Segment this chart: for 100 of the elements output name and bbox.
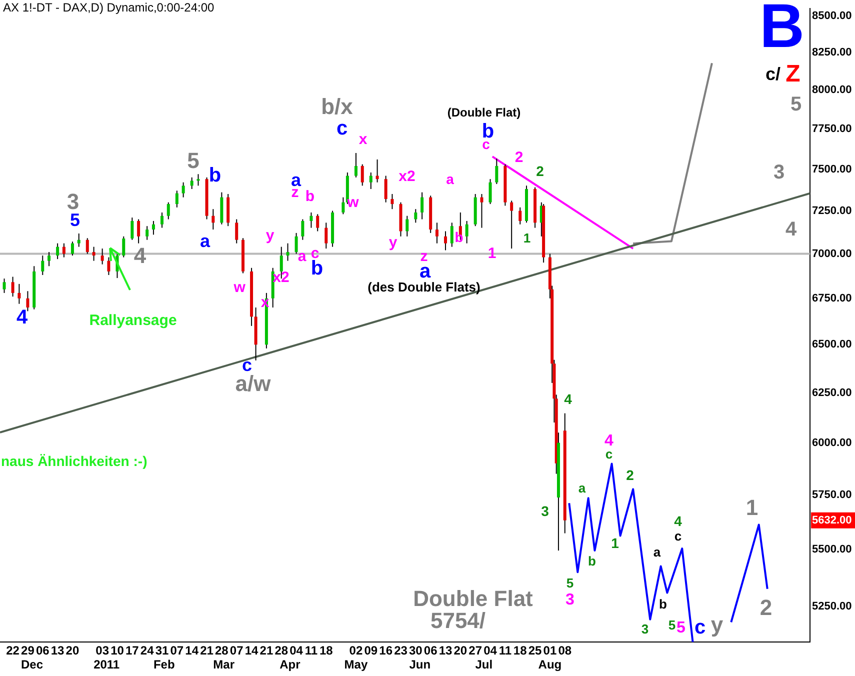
annotation: 3	[566, 591, 575, 608]
annotation: a	[298, 248, 307, 266]
y-tick-label: 6000.00	[812, 436, 852, 449]
annotation: 3	[773, 162, 785, 184]
annotation: c	[674, 528, 682, 544]
annotation: a	[653, 544, 662, 560]
candlestick	[41, 255, 44, 276]
x-tick-label: 06	[36, 644, 50, 658]
annotation: w	[232, 279, 246, 296]
y-tick-label: 6250.00	[812, 386, 852, 399]
candlestick	[316, 214, 320, 232]
annotation: Rallyansage	[89, 312, 177, 330]
annotation: (Double Flat)	[447, 105, 521, 120]
y-tick-label: 6500.00	[812, 338, 852, 351]
annotation: y	[710, 612, 724, 638]
x-tick-label: 11	[498, 644, 512, 658]
candlestick	[510, 200, 514, 250]
candlestick	[360, 164, 364, 186]
candlestick	[190, 176, 194, 190]
candlestick	[480, 193, 484, 228]
candlestick	[18, 283, 21, 304]
x-tick-label: 18	[319, 644, 334, 658]
candlestick	[465, 220, 468, 244]
y-tick-label: 7750.00	[812, 123, 852, 136]
candlestick	[166, 202, 170, 220]
candlestick	[376, 158, 379, 183]
y-tick-label: 7250.00	[812, 204, 852, 217]
annotation: x2	[398, 168, 416, 186]
annotation: b	[310, 258, 324, 280]
candlestick	[414, 208, 418, 224]
x-tick-label: 10	[110, 644, 124, 658]
annotation: a	[446, 170, 454, 187]
annotation: 5	[187, 148, 200, 174]
candlestick	[488, 178, 492, 205]
candlestick	[77, 232, 80, 248]
candlestick	[420, 192, 424, 220]
annotation: x	[358, 131, 368, 148]
candlestick	[2, 278, 6, 294]
annotation: 3	[641, 622, 649, 637]
x2-tick-label: Jul	[475, 658, 493, 672]
annotation: b	[482, 120, 494, 143]
annotation: 4	[16, 306, 28, 329]
annotation: c	[694, 616, 706, 639]
x-tick-label: 21	[200, 644, 214, 658]
candlestick	[450, 222, 454, 248]
candlestick	[435, 222, 438, 244]
x-tick-label: 08	[558, 644, 572, 658]
x-tick-label: 14	[244, 644, 259, 658]
x2-tick-label: Jun	[409, 658, 431, 672]
annotation: y	[388, 234, 398, 252]
annotation: 4	[604, 432, 614, 450]
candlestick	[122, 236, 126, 258]
candlestick	[324, 222, 328, 250]
annotation: b	[659, 596, 668, 612]
annotation: Z	[786, 60, 800, 88]
annotation: 1	[523, 230, 531, 246]
candlestick	[518, 206, 522, 225]
x-tick-label: 04	[290, 644, 304, 658]
candlestick	[70, 241, 74, 256]
annotation: 5	[676, 619, 686, 636]
x2-tick-label: 2011	[94, 658, 120, 672]
candlestick	[406, 215, 409, 237]
x2-tick-label: Dec	[20, 658, 44, 672]
annotation: a	[290, 170, 302, 190]
annotation: c/	[765, 64, 781, 84]
candlestick	[11, 276, 14, 298]
x-tick-label: 17	[125, 644, 140, 658]
annotation: a	[200, 230, 211, 251]
annotation: B	[760, 0, 804, 62]
y-tick-label: 6750.00	[812, 292, 852, 304]
annotation: w	[346, 194, 360, 212]
x-tick-label: 25	[528, 644, 542, 658]
candlestick	[130, 217, 134, 240]
annotation: 4	[674, 512, 682, 529]
x-tick-label: 16	[379, 644, 393, 658]
x-tick-label: 18	[513, 644, 528, 658]
candlestick	[160, 212, 164, 228]
candlestick	[384, 175, 388, 203]
annotation: 5	[566, 576, 574, 591]
candlestick	[369, 172, 372, 190]
x-tick-label: 29	[21, 644, 35, 658]
candlestick	[235, 218, 238, 244]
y-tick-label: 8250.00	[812, 46, 852, 58]
y-tick-label: 7500.00	[812, 163, 852, 176]
x-tick-label: 07	[230, 644, 244, 658]
candlestick	[182, 182, 185, 198]
x-tick-label: 20	[66, 644, 80, 658]
candlestick	[175, 190, 178, 208]
candlestick	[495, 158, 498, 185]
candlestick	[62, 242, 66, 258]
x-tick-label: 23	[394, 644, 408, 658]
x-tick-label: 24	[140, 644, 154, 658]
annotation: 2	[626, 466, 634, 483]
x-tick-label: 04	[484, 644, 498, 658]
x-tick-label: 31	[155, 644, 169, 658]
x-tick-label: 03	[96, 644, 110, 658]
annotation: 1	[611, 534, 620, 551]
x-tick-label: 11	[304, 644, 318, 658]
annotation: b	[305, 188, 315, 206]
candlestick	[100, 248, 104, 265]
